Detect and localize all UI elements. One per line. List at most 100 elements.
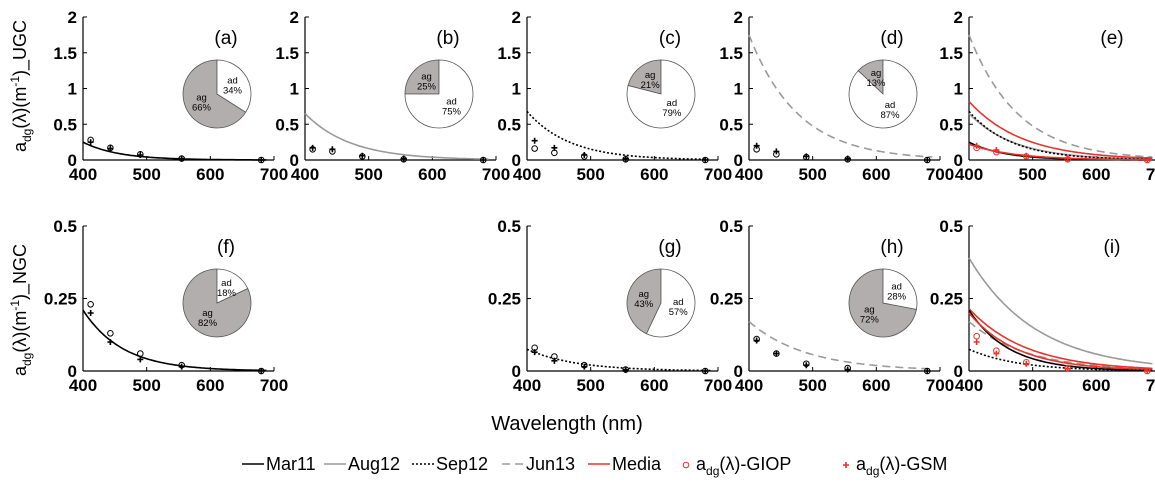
gsm-point xyxy=(531,349,538,356)
gsm-point xyxy=(258,368,265,374)
pie-slice-ag xyxy=(626,268,662,335)
y-tick-label: 0 xyxy=(954,362,963,381)
giop-point xyxy=(137,350,144,357)
series-line-jun13 xyxy=(748,34,933,158)
series-line-mar11 xyxy=(968,309,1153,372)
pie-label-ag: ag 72% xyxy=(860,304,880,325)
x-tick-label: 400 xyxy=(735,376,763,395)
series-line-aug12 xyxy=(304,112,489,160)
pie-chart: ag 25%ad 75% xyxy=(404,59,474,129)
pie-label-ag: ag 21% xyxy=(641,70,661,91)
gsm-point xyxy=(1023,152,1030,159)
pie-label-ad: ad 18% xyxy=(217,278,237,299)
x-tick-label: 600 xyxy=(640,376,668,395)
series-line-jun13 xyxy=(968,321,1153,370)
pie-label-ag: ag 66% xyxy=(192,93,212,114)
x-tick-label: 500 xyxy=(1018,376,1046,395)
series-line-sep12 xyxy=(526,348,711,372)
panels: 0 0.5 1 1.5 2 400 500 600 700 (a) ag 66% ad 34% 0 0.5 1 1… xyxy=(44,8,1155,395)
legend-item-mar11: Mar11 xyxy=(242,454,316,474)
giop-point xyxy=(531,145,538,152)
gsm-point xyxy=(973,339,980,345)
gsm-point xyxy=(803,153,810,160)
legend-item-aug12: Aug12 xyxy=(324,454,400,474)
gsm-point xyxy=(359,152,366,159)
y-tick-label: 0.5 xyxy=(939,217,963,236)
gsm-point xyxy=(258,157,265,163)
gsm-point xyxy=(87,310,94,316)
y-tick-label: 0 xyxy=(68,362,77,381)
gsm-point xyxy=(844,366,851,373)
y-tick-label: 0.5 xyxy=(719,115,743,134)
legend-label: adg(λ)-GIOP xyxy=(696,454,791,478)
y-tick-label: 0.5 xyxy=(53,217,77,236)
gsm-point xyxy=(993,146,1000,153)
pie-slice-ag xyxy=(182,268,252,338)
giop-point xyxy=(973,332,980,340)
x-tick-label: 600 xyxy=(1082,165,1110,184)
y-tick-label: 1.5 xyxy=(719,44,743,63)
gsm-point xyxy=(329,146,336,153)
x-tick-label: 700 xyxy=(926,376,954,395)
x-tick-label: 400 xyxy=(513,165,541,184)
panel-label: (a) xyxy=(214,28,237,49)
y-tick-label: 2 xyxy=(68,8,77,27)
y-tick-label: 1.5 xyxy=(53,44,77,63)
series-line-media xyxy=(968,308,1153,370)
gsm-point xyxy=(924,157,931,163)
giop-point xyxy=(551,149,558,157)
x-tick-label: 500 xyxy=(354,165,382,184)
y-tick-label: 1 xyxy=(734,80,743,99)
legend-label: Jun13 xyxy=(526,454,575,474)
series-line-media xyxy=(968,100,1153,159)
x-axis-label: Wavelength (nm) xyxy=(491,413,643,435)
y-tick-label: 0.5 xyxy=(275,115,299,134)
legend-label: Media xyxy=(612,454,662,474)
y-tick-label: 1 xyxy=(290,80,299,99)
series-line-mar11 xyxy=(82,309,267,372)
gsm-point xyxy=(753,337,760,344)
ylabel-top: adg(λ)(m-1)_UGC xyxy=(8,20,34,152)
x-tick-label: 600 xyxy=(418,165,446,184)
y-tick-label: 0.25 xyxy=(930,290,963,309)
gsm-point xyxy=(622,155,629,162)
pie-label-ad: ad 28% xyxy=(887,282,907,303)
pie-label-ag: ag 82% xyxy=(198,308,218,329)
panel-a: 0 0.5 1 1.5 2 400 500 600 700 (a) ag 66% ad 34% xyxy=(53,8,288,184)
y-tick-label: 0.25 xyxy=(488,290,521,309)
y-tick-label: 0 xyxy=(512,362,521,381)
x-tick-label: 400 xyxy=(955,376,983,395)
x-tick-label: 500 xyxy=(132,165,160,184)
gsm-point xyxy=(622,366,629,373)
giop-point xyxy=(87,301,94,308)
y-tick-label: 1.5 xyxy=(275,44,299,63)
gsm-point xyxy=(993,350,1000,357)
x-tick-label: 700 xyxy=(260,376,288,395)
series-line-sep12 xyxy=(526,110,711,161)
pie-chart: ag 82% ad 18% xyxy=(182,268,252,338)
pie-slice-ad xyxy=(626,59,696,129)
x-tick-label: 500 xyxy=(1018,165,1046,184)
y-tick-label: 0 xyxy=(512,151,521,170)
pie-slice-ag xyxy=(627,59,662,95)
gsm-point xyxy=(753,142,760,149)
series-line-sep12 xyxy=(968,348,1153,372)
x-tick-label: 500 xyxy=(576,165,604,184)
giop-point xyxy=(107,330,114,337)
gsm-point xyxy=(702,368,709,374)
y-tick-label: 0.5 xyxy=(497,115,521,134)
legend-label: adg(λ)-GSM xyxy=(856,454,947,478)
pie-label-ad: ad 75% xyxy=(442,97,462,118)
pie-label-ad: ad 34% xyxy=(223,75,243,96)
gsm-point xyxy=(107,145,114,152)
legend-label: Sep12 xyxy=(436,454,488,474)
panel-label: (f) xyxy=(217,237,235,258)
legend-item-jun13: Jun13 xyxy=(502,454,575,474)
x-tick-label: 600 xyxy=(862,376,890,395)
x-tick-label: 600 xyxy=(1082,376,1110,395)
x-tick-label: 400 xyxy=(513,376,541,395)
pie-chart: ag 66% ad 34% xyxy=(182,59,252,129)
pie-slice-ag xyxy=(182,59,247,129)
pie-label-ad: ad 79% xyxy=(662,98,682,119)
